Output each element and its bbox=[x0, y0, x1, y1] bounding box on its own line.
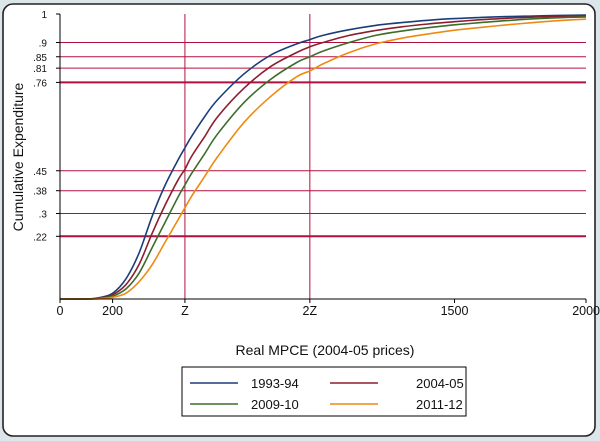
reference-lines bbox=[60, 14, 586, 299]
x-tick-label: 0 bbox=[57, 304, 64, 318]
x-tick-label: Z bbox=[181, 304, 189, 318]
series-line-2011-12 bbox=[60, 18, 587, 300]
y-tick-label: .45 bbox=[33, 167, 47, 178]
legend-label: 2009-10 bbox=[251, 397, 299, 412]
series-lines bbox=[59, 14, 587, 300]
legend: 1993-94 2004-05 2009-10 2011-12 bbox=[181, 366, 467, 417]
legend-label: 2004-05 bbox=[416, 376, 464, 391]
series-line-2004-05 bbox=[59, 14, 587, 300]
y-tick-label: .85 bbox=[33, 53, 47, 64]
x-tick-label: 200 bbox=[102, 304, 123, 318]
y-tick-label: .38 bbox=[33, 187, 47, 198]
y-tick-label: .22 bbox=[33, 232, 47, 243]
legend-label: 1993-94 bbox=[251, 376, 299, 391]
x-tick-label: 2Z bbox=[303, 304, 318, 318]
y-tick-label: 1 bbox=[41, 10, 47, 21]
x-axis-ticks: 0 200 Z 2Z 1500 2000 bbox=[57, 299, 600, 318]
y-tick-label: .81 bbox=[33, 64, 47, 75]
series-line-1993-94 bbox=[59, 14, 587, 300]
y-axis-ticks: 1 .9 .85.81 .76 .45 .38 .3 .22 bbox=[33, 10, 60, 243]
y-tick-label: .9 bbox=[39, 39, 48, 50]
y-tick-label: .76 bbox=[33, 78, 47, 89]
x-tick-label: 1500 bbox=[441, 304, 469, 318]
x-tick-label: 2000 bbox=[572, 304, 600, 318]
legend-label: 2011-12 bbox=[416, 397, 463, 412]
y-axis-title: Cumulative Expenditure bbox=[10, 82, 26, 231]
plot-area bbox=[60, 14, 586, 299]
legend-box bbox=[181, 366, 467, 417]
y-tick-label: .3 bbox=[39, 210, 48, 221]
series-line-2009-10 bbox=[59, 16, 587, 300]
x-axis-title: Real MPCE (2004-05 prices) bbox=[236, 342, 415, 358]
